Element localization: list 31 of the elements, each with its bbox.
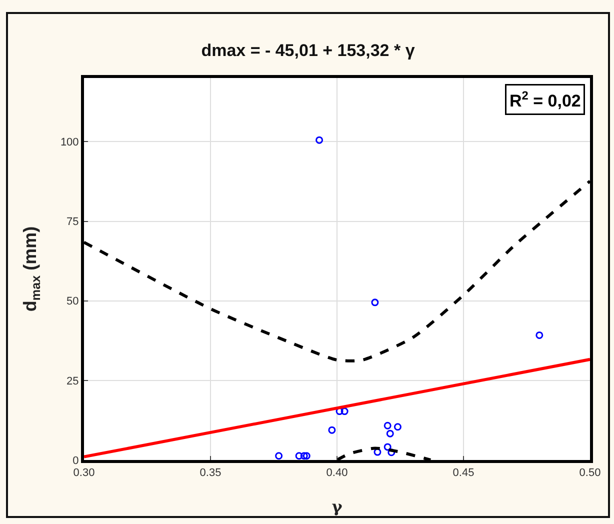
y-tick-label: 25 bbox=[66, 375, 79, 388]
point bbox=[336, 408, 344, 416]
point bbox=[388, 448, 396, 456]
x-tick-label: 0.35 bbox=[200, 467, 222, 480]
line-series bbox=[84, 180, 590, 362]
chart-title: dmax = - 45,01 + 153,32 * γ bbox=[201, 41, 416, 60]
y-tick-label: 50 bbox=[66, 296, 79, 308]
line-series bbox=[336, 446, 432, 460]
point bbox=[295, 452, 303, 460]
annotation: R$^{2}$ = 0,02 bbox=[510, 88, 581, 111]
point bbox=[300, 452, 308, 460]
y-tick-label: 0 bbox=[72, 454, 79, 467]
x-tick-label: 0.45 bbox=[452, 467, 474, 480]
point bbox=[275, 452, 283, 460]
point bbox=[328, 426, 336, 434]
point bbox=[386, 430, 394, 438]
point bbox=[340, 408, 348, 416]
y-tick-label: 75 bbox=[66, 216, 79, 228]
point bbox=[536, 331, 544, 339]
y-tick-label: 100 bbox=[60, 136, 79, 149]
x-axis-title: γ bbox=[332, 497, 343, 516]
point bbox=[371, 298, 379, 306]
point bbox=[394, 423, 402, 431]
point bbox=[384, 422, 392, 430]
point bbox=[384, 443, 392, 451]
x-tick-label: 0.50 bbox=[579, 467, 601, 480]
point bbox=[316, 136, 324, 144]
point bbox=[302, 452, 310, 460]
point bbox=[374, 448, 382, 456]
x-tick-label: 0.40 bbox=[326, 467, 348, 480]
x-tick-label: 0.30 bbox=[73, 467, 95, 480]
